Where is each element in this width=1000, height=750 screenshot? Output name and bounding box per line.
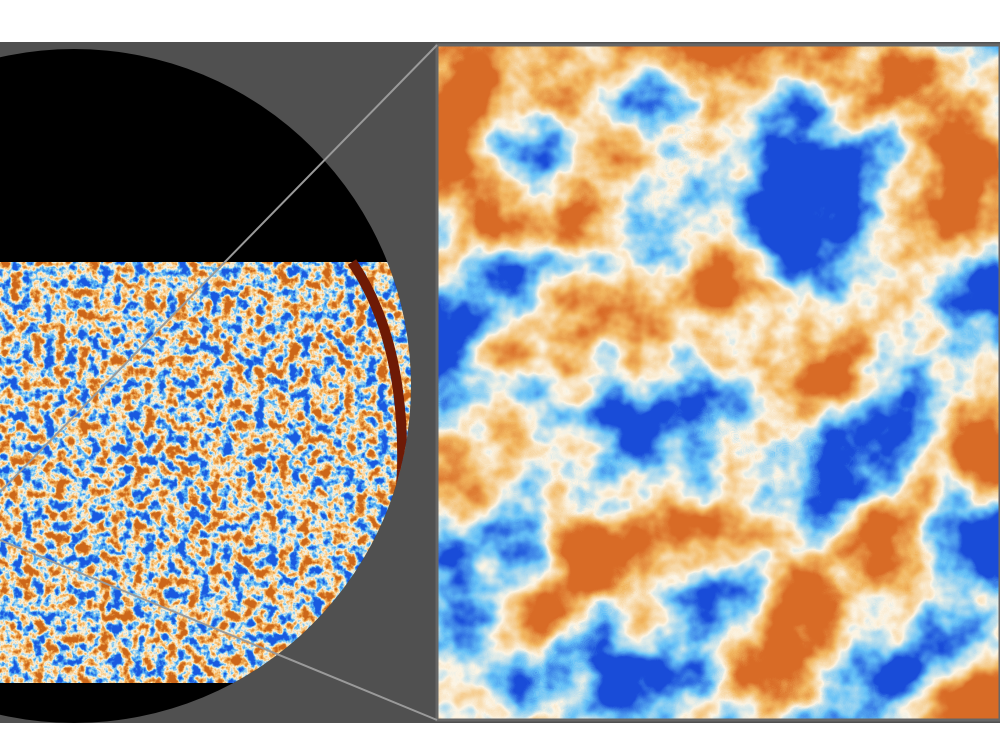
zoomed-cmb-map [437, 45, 1000, 720]
zoom-line [0, 539, 438, 721]
zoom-frame [435, 43, 1000, 722]
zoom-line [0, 44, 438, 493]
